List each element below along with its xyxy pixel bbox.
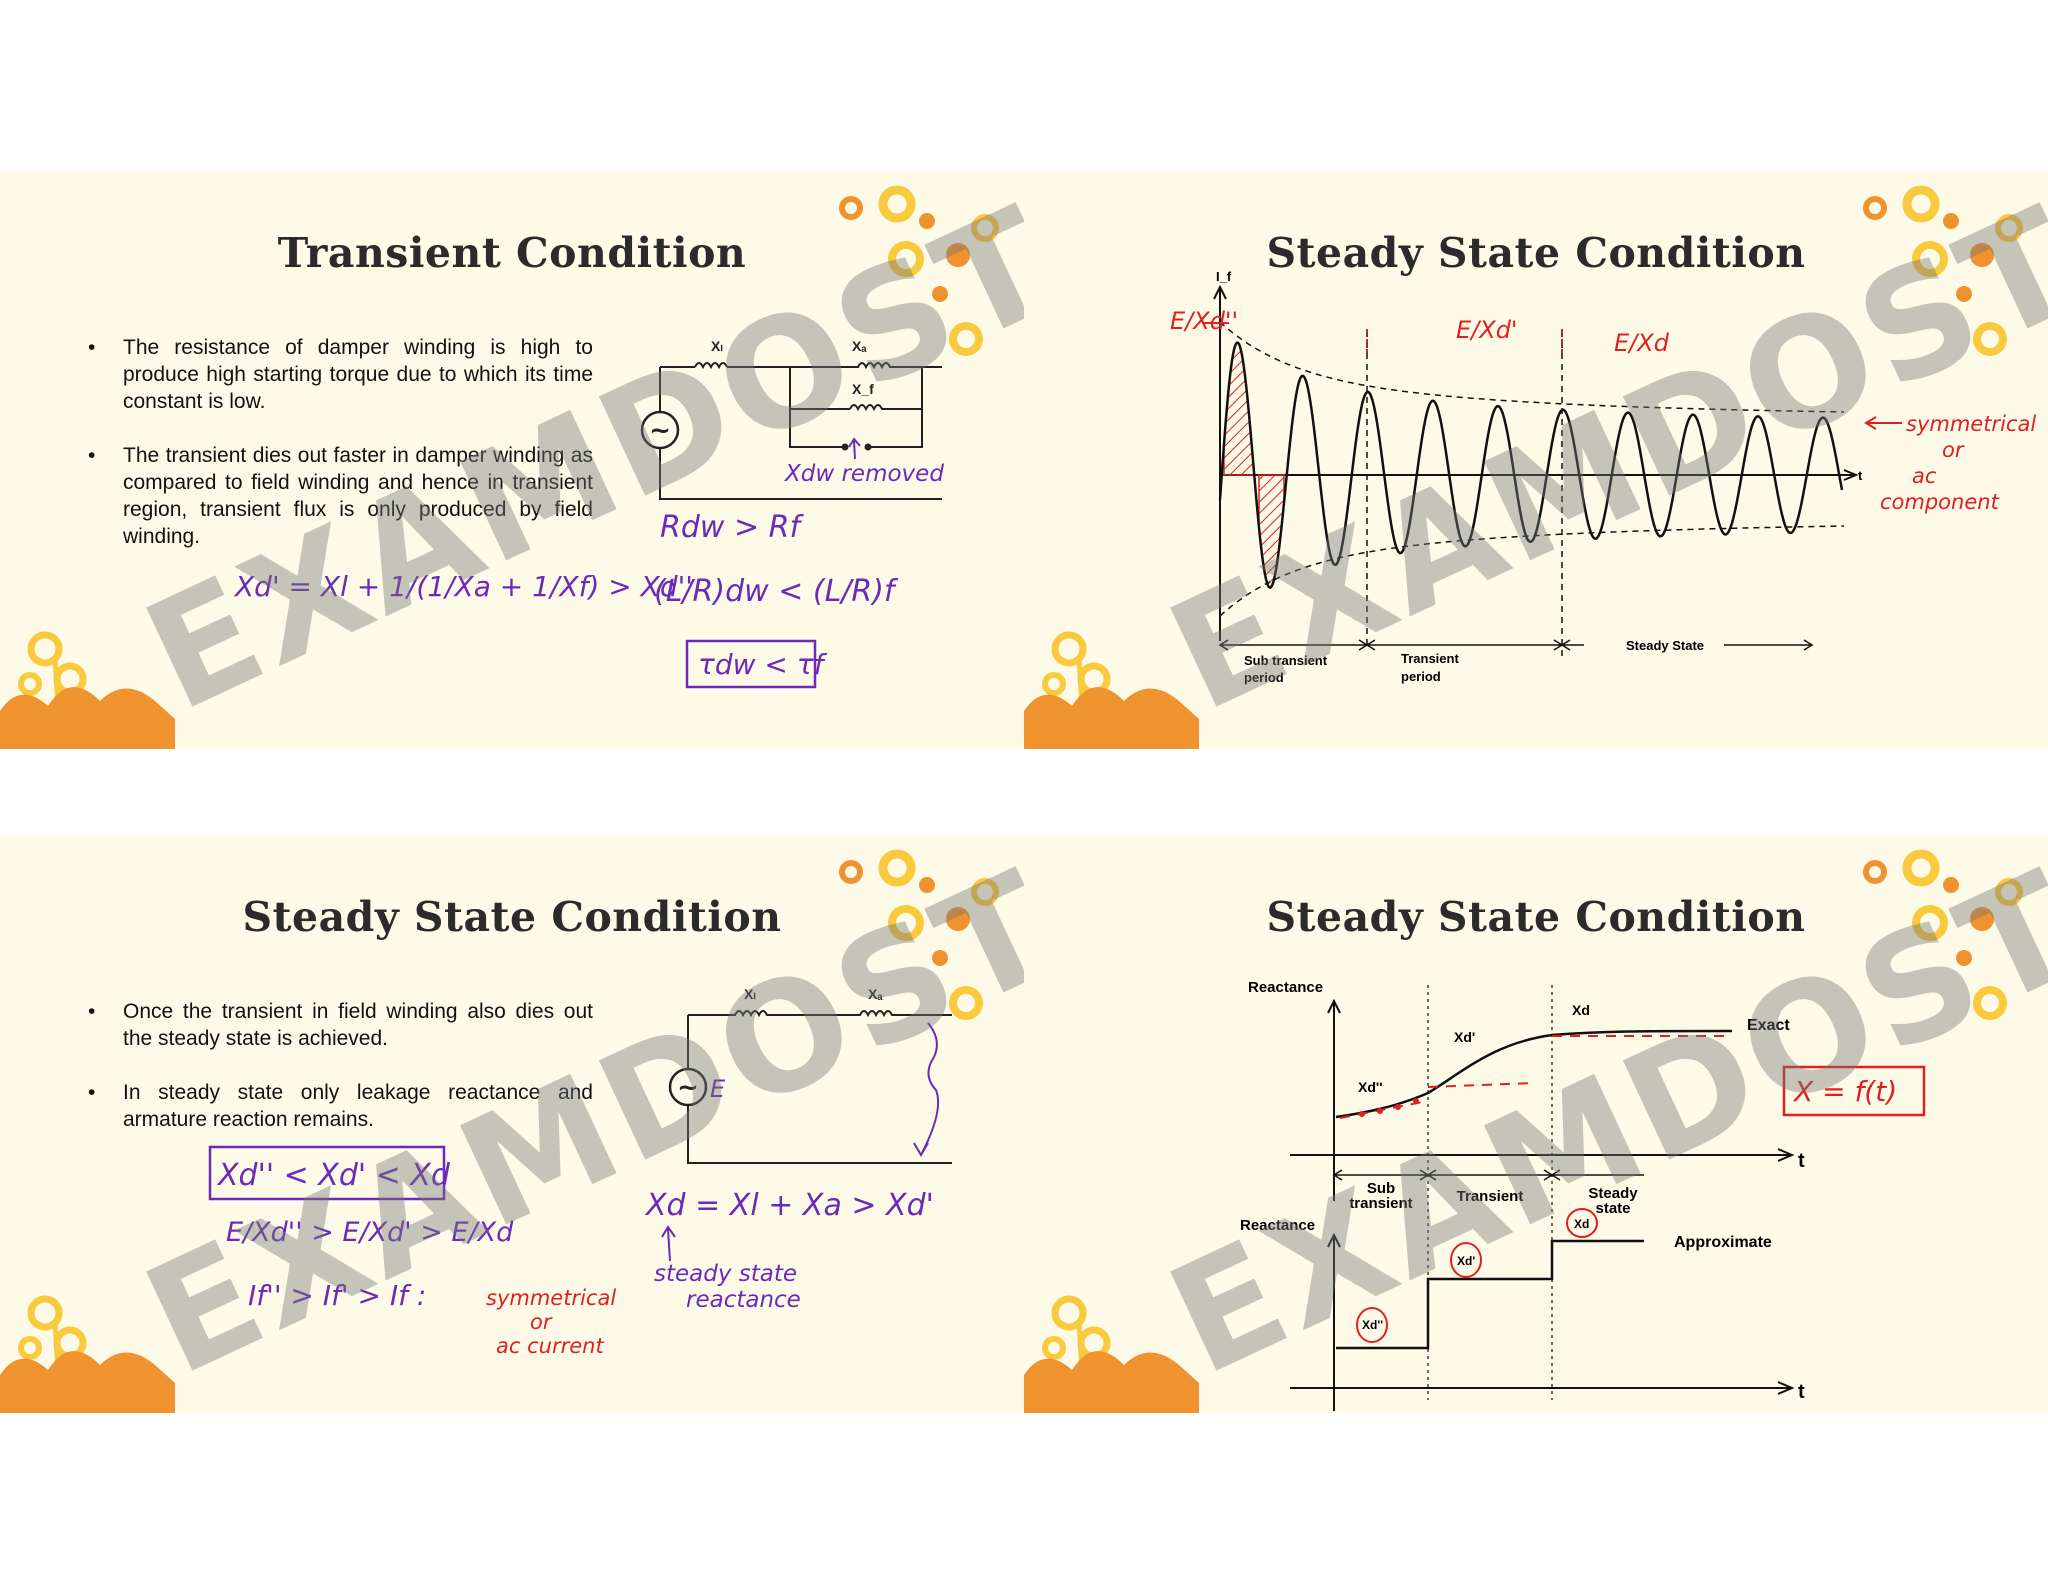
label-symmetrical: symmetrical <box>1906 412 2036 436</box>
slide-title: Steady State Condition <box>1266 229 1806 277</box>
period-label-steady: Steady State <box>1626 638 1704 653</box>
note-xdw-removed: Xdw removed <box>784 461 944 487</box>
label-e-over-xdp: E/Xd' <box>1456 316 1518 344</box>
label-xdp-top: Xd' <box>1454 1029 1475 1045</box>
bottom-y-axis-label: Reactance <box>1240 1217 1315 1234</box>
slide-title: Steady State Condition <box>242 893 782 941</box>
slide-steady-state-waveform: I_f t Sub transient period Transient per… <box>1024 171 2048 749</box>
circuit-diagram-2 <box>668 1010 952 1164</box>
reactance-graph: Reactance t Xd'' Xd' Xd Exact Sub transi… <box>1024 849 2023 1413</box>
top-y-axis-label: Reactance <box>1248 979 1323 996</box>
formula-x-f-t: X = f(t) <box>1792 1075 1897 1108</box>
label-xdpp-top: Xd'' <box>1358 1079 1383 1095</box>
region-label-transient-2: transient <box>1349 1195 1412 1212</box>
slide-title: Steady State Condition <box>1266 893 1806 941</box>
note-lr-compare: (L/R)dw < (L/R)f <box>654 574 899 609</box>
label-xdpp-bottom: Xd'' <box>1362 1318 1383 1332</box>
label-component: component <box>1880 490 2000 514</box>
note-eq-xd-prime: Xd' = Xl + 1/(1/Xa + 1/Xf) > Xd'' <box>233 570 693 603</box>
bullet-item: In steady state only leakage reactance a… <box>88 1079 593 1133</box>
period-label-period: period <box>1244 670 1284 685</box>
approximate-step-curve <box>1336 1239 1644 1350</box>
note-reactance: reactance <box>686 1287 801 1313</box>
label-xa: Xₐ <box>868 986 883 1002</box>
period-label-subtransient: Sub transient <box>1244 653 1328 668</box>
label-or: or <box>1942 438 1965 462</box>
label-approximate: Approximate <box>1674 1234 1772 1251</box>
label-source-e: E <box>710 1075 726 1103</box>
ac-source-icon: ~ <box>649 416 671 446</box>
current-path-arrow <box>913 1022 940 1157</box>
note-tau-compare: τdw < τf <box>698 648 828 681</box>
top-x-axis-label: t <box>1798 1150 1805 1172</box>
circuit-diagram-1 <box>640 362 942 500</box>
slide-steady-state-circuit: ~ E Xₗ Xₐ Xd'' < Xd' < Xd E/Xd'' > E/Xd'… <box>0 835 1024 1413</box>
label-e-over-xdpp: E/Xd'' <box>1170 307 1238 335</box>
note-ac-current: ac current <box>496 1334 604 1358</box>
label-xd-top: Xd <box>1572 1002 1590 1018</box>
slide-transient-condition: ~ Xₗ Xₐ X_f Xdw removed Xd' = Xl + 1/(1/… <box>0 171 1024 749</box>
note-or: or <box>530 1310 553 1334</box>
bottom-x-axis-label: t <box>1798 1381 1805 1403</box>
note-symmetrical: symmetrical <box>486 1286 616 1310</box>
label-xl: Xₗ <box>744 986 756 1002</box>
label-xdp-bottom: Xd' <box>1457 1254 1475 1268</box>
ac-source-icon: ~ <box>677 1073 699 1103</box>
waveform-graph: I_f t Sub transient period Transient per… <box>1024 185 2036 749</box>
region-label-state: state <box>1595 1200 1630 1217</box>
bullet-item: The resistance of damper winding is high… <box>88 334 593 415</box>
bubbles-decoration <box>1863 185 2023 356</box>
label-ac: ac <box>1912 464 1937 488</box>
note-r-compare: Rdw > Rf <box>660 510 804 545</box>
period-label-transient: Transient <box>1401 651 1459 666</box>
region-label-sub: Sub <box>1367 1180 1395 1197</box>
label-xd-bottom: Xd <box>1574 1217 1589 1231</box>
approx-red-dashes <box>1339 1035 1724 1119</box>
bullet-list: The resistance of damper winding is high… <box>88 334 593 577</box>
note-box-inequality: Xd'' < Xd' < Xd <box>216 1158 451 1193</box>
label-xa: Xₐ <box>852 338 867 354</box>
slide-reactance-graph: Reactance t Xd'' Xd' Xd Exact Sub transi… <box>1024 835 2048 1413</box>
label-exact: Exact <box>1747 1017 1790 1034</box>
exact-curve <box>1335 1029 1733 1119</box>
period-label-period: period <box>1401 669 1441 684</box>
region-label-steady: Steady <box>1588 1185 1638 1202</box>
upper-envelope <box>1219 321 1845 413</box>
bubbles-decoration <box>839 185 999 356</box>
bullet-item: Once the transient in field winding also… <box>88 998 593 1052</box>
slide-title: Transient Condition <box>277 229 747 277</box>
bubbles-decoration <box>1863 849 2023 1020</box>
flower-decoration <box>1024 631 1199 749</box>
region-label-transient: Transient <box>1457 1188 1524 1205</box>
label-e-over-xd: E/Xd <box>1614 329 1670 357</box>
decorations: ~ E Xₗ Xₐ Xd'' < Xd' < Xd E/Xd'' > E/Xd'… <box>0 849 999 1413</box>
label-xl: Xₗ <box>711 338 723 354</box>
current-waveform <box>1218 341 1844 590</box>
note-steady-state: steady state <box>654 1261 797 1287</box>
x-axis-label: t <box>1858 468 1863 483</box>
flower-decoration <box>0 631 175 749</box>
flower-decoration <box>0 1295 175 1413</box>
label-xf: X_f <box>852 381 874 397</box>
note-e-inequality: E/Xd'' > E/Xd' > E/Xd <box>226 1217 514 1248</box>
note-i-inequality: If'' > If' > If : <box>248 1279 426 1312</box>
bullet-list: Once the transient in field winding also… <box>88 998 593 1160</box>
note-xd-equation: Xd = Xl + Xa > Xd' <box>644 1188 934 1223</box>
decorations: ~ Xₗ Xₐ X_f Xdw removed Xd' = Xl + 1/(1/… <box>0 185 999 749</box>
bullet-item: The transient dies out faster in damper … <box>88 442 593 550</box>
bubbles-decoration <box>839 849 999 1020</box>
y-axis-label: I_f <box>1216 269 1232 284</box>
flower-decoration <box>1024 1295 1199 1413</box>
